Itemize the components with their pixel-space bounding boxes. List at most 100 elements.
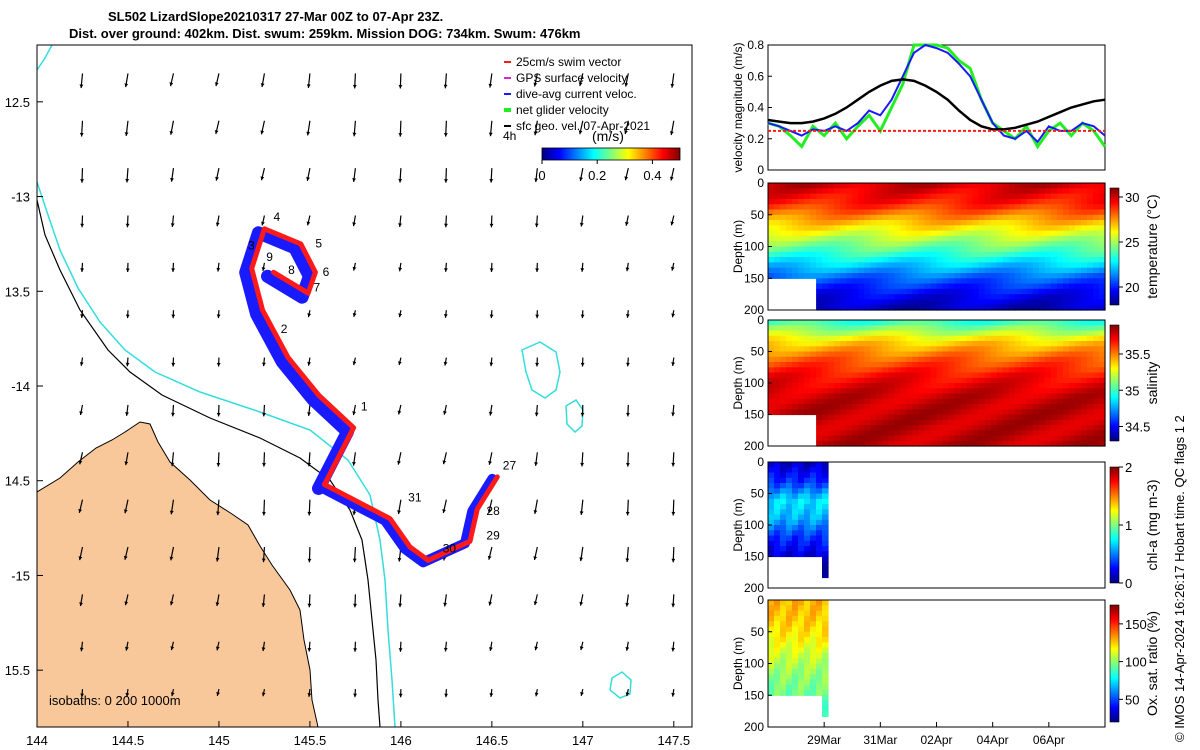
section-cell: [1086, 419, 1094, 426]
section-cell: [1002, 267, 1010, 274]
section-cell: [984, 372, 992, 379]
section-cell: [822, 472, 829, 479]
section-cell: [1074, 299, 1082, 306]
section-cell: [942, 267, 950, 274]
section-cell: [1080, 246, 1088, 253]
section-cell: [1099, 419, 1106, 426]
section-cell: [1086, 320, 1094, 326]
section-cell: [960, 404, 968, 410]
section-cell: [822, 483, 829, 489]
section-cell: [882, 299, 889, 306]
section-cell: [1020, 220, 1028, 226]
section-cell: [996, 235, 1004, 242]
section-cell: [786, 668, 793, 675]
section-cell: [846, 341, 853, 347]
section-cell: [1044, 419, 1052, 426]
section-cell: [768, 377, 775, 384]
section-cell: [768, 658, 775, 665]
section-cell: [780, 330, 787, 337]
section-cell: [1050, 230, 1058, 237]
section-cell: [810, 674, 817, 680]
surface-vector-head: [170, 223, 175, 227]
section-cell: [1020, 230, 1028, 237]
section-cell: [1044, 435, 1052, 442]
section-cell: [858, 398, 865, 405]
section-cell: [912, 262, 919, 269]
section-cell: [936, 193, 944, 200]
section-cell: [798, 198, 805, 205]
section-cell: [906, 246, 913, 253]
section-cell: [924, 398, 932, 405]
section-cell: [984, 283, 992, 290]
section-cell: [990, 230, 998, 237]
date-tick-label: 04Apr: [977, 733, 1009, 747]
section-cell: [768, 404, 775, 410]
section-cell: [834, 299, 841, 306]
section-cell: [984, 425, 992, 431]
section-cell: [1044, 241, 1052, 248]
section-cell: [1080, 283, 1088, 290]
section-cell: [1086, 398, 1094, 405]
surface-vector-head: [443, 314, 448, 318]
surface-vector-head: [307, 511, 312, 516]
section-cell: [1008, 188, 1016, 195]
section-cell: [912, 204, 919, 211]
section-cell: [1080, 299, 1088, 306]
surface-vector-head: [489, 314, 494, 319]
section-cell: [1038, 294, 1046, 300]
section-cell: [822, 188, 829, 195]
section-cell: [816, 320, 823, 326]
section-cell: [972, 283, 980, 290]
section-cell: [882, 283, 889, 290]
section-cell: [918, 273, 925, 279]
section-cell: [786, 372, 793, 379]
section-cell: [822, 462, 829, 468]
section-cell: [1086, 246, 1094, 253]
section-cell: [1074, 241, 1082, 248]
legend-label: dive-avg current veloc.: [516, 87, 637, 101]
section-cell: [1020, 435, 1028, 442]
section-cell: [990, 241, 998, 248]
section-cell: [1026, 435, 1034, 442]
surface-vector-head: [535, 268, 540, 272]
section-cell: [864, 288, 871, 295]
section-cell: [852, 257, 859, 263]
section-cell: [966, 235, 974, 242]
section-cell: [942, 220, 950, 226]
surface-vector-head: [216, 362, 221, 367]
section-cell: [1038, 356, 1046, 363]
section-cell: [768, 388, 775, 395]
section-cell: [918, 299, 925, 306]
section-cell: [804, 204, 811, 211]
section-cell: [792, 262, 799, 269]
section-cell: [1086, 325, 1094, 332]
section-cell: [1068, 393, 1076, 400]
section-cell: [1093, 198, 1100, 205]
section-cell: [1050, 367, 1058, 374]
section-cell: [804, 230, 811, 237]
section-cell: [804, 183, 811, 189]
section-cell: [876, 377, 883, 384]
section-cell: [786, 647, 793, 654]
section-cell: [1056, 183, 1064, 189]
section-cell: [792, 183, 799, 189]
section-cell: [1026, 414, 1034, 421]
section-cell: [990, 356, 998, 363]
section-cell: [960, 377, 968, 384]
section-cell: [816, 209, 823, 216]
section-cell: [822, 519, 829, 526]
section-cell: [792, 188, 799, 195]
section-cell: [798, 615, 805, 622]
section-cell: [888, 383, 895, 389]
section-cell: [798, 372, 805, 379]
section-cell: [900, 325, 907, 332]
section-cell: [1002, 404, 1010, 410]
surface-vector-head: [306, 84, 311, 88]
section-cell: [1099, 425, 1106, 431]
section-cell: [1074, 414, 1082, 421]
section-ylabel: Depth (m): [731, 637, 745, 690]
section-cell: [948, 304, 956, 311]
section-cell: [942, 235, 950, 242]
section-cell: [822, 183, 829, 189]
